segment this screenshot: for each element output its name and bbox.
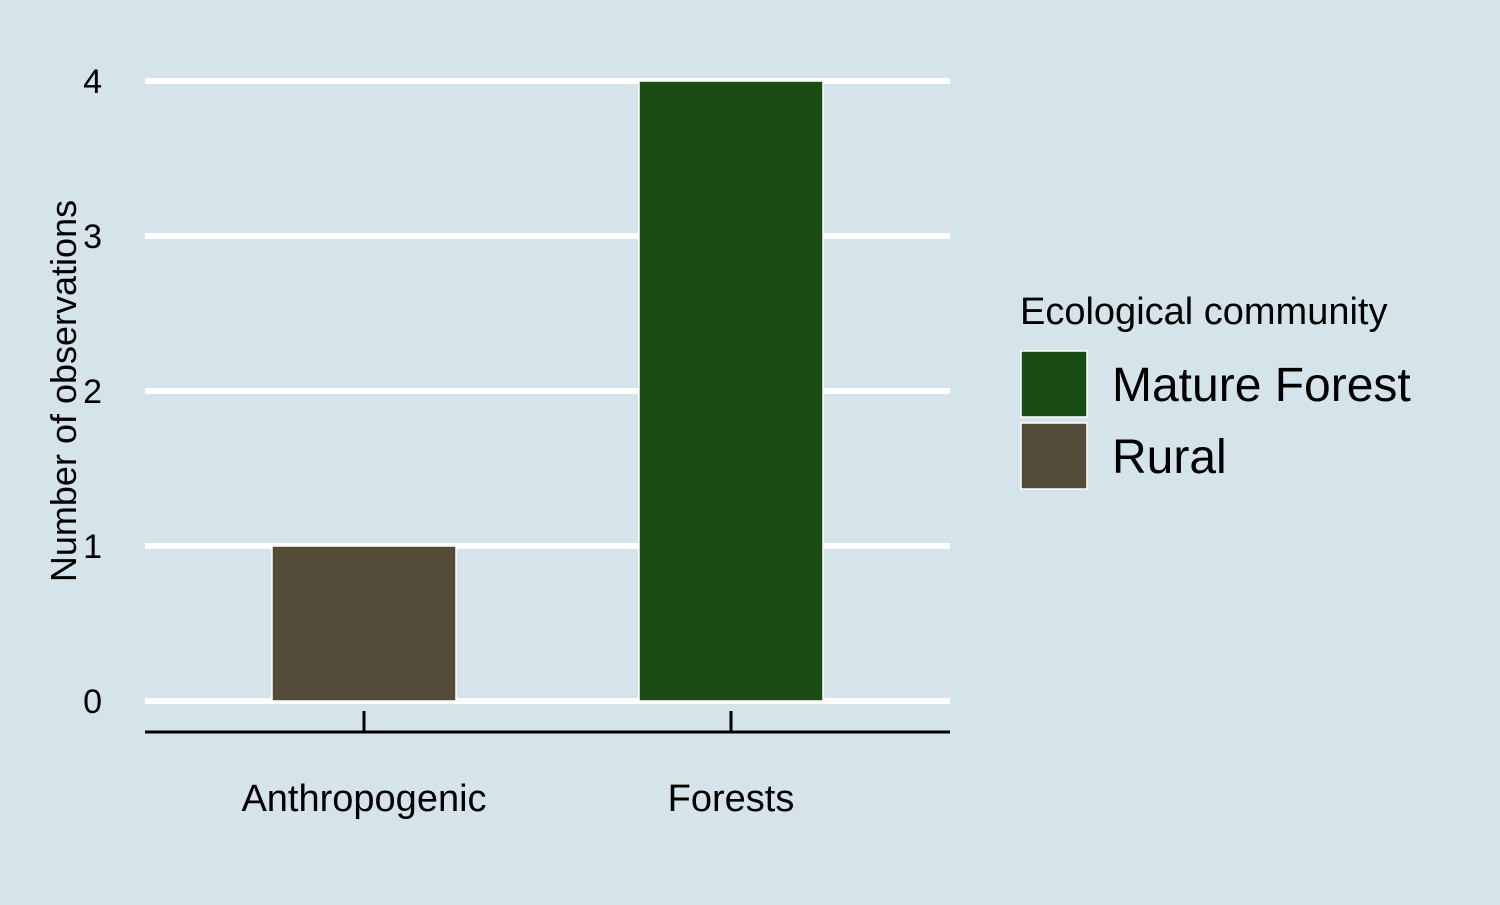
gridlines — [145, 78, 950, 704]
bar-anthropogenic — [271, 545, 457, 702]
y-axis-title: Number of observations — [43, 200, 84, 582]
x-tick-label: Anthropogenic — [241, 778, 486, 820]
y-tick-label: 1 — [83, 528, 102, 566]
y-tick-label: 4 — [83, 63, 102, 101]
legend-swatch — [1020, 350, 1088, 418]
legend-entries: Mature Forest Rural — [1020, 350, 1411, 490]
y-axis-ticks: 0 1 2 3 4 — [83, 63, 102, 721]
legend: Ecological community Mature Forest Rural — [1020, 291, 1411, 490]
x-tick-label: Forests — [668, 778, 795, 820]
y-tick-label: 0 — [83, 683, 102, 721]
legend-label: Rural — [1112, 431, 1227, 484]
legend-swatch — [1020, 422, 1088, 490]
bars — [271, 80, 824, 702]
x-axis-ticks: Anthropogenic Forests — [241, 711, 794, 820]
legend-label: Mature Forest — [1112, 359, 1411, 412]
legend-title: Ecological community — [1020, 291, 1387, 333]
y-tick-label: 2 — [83, 373, 102, 411]
bar-forests — [638, 80, 824, 702]
y-tick-label: 3 — [83, 218, 102, 256]
